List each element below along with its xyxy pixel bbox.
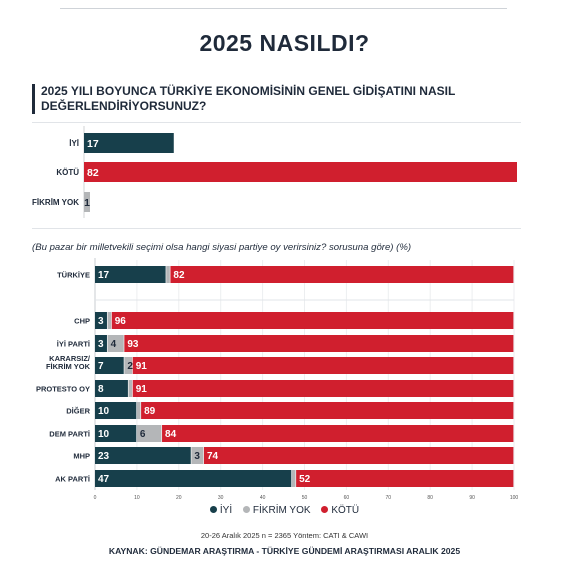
sub-question: (Bu pazar bir milletvekili seçimi olsa h… xyxy=(32,242,412,253)
chart2-x-tick-label: 90 xyxy=(469,495,475,501)
chart2-category-label: MHP xyxy=(73,452,90,461)
chart2-bar-segment xyxy=(95,357,124,374)
legend-label-kotu: KÖTÜ xyxy=(331,505,360,516)
chart2-bar-segment xyxy=(95,447,191,464)
chart2-bar-segment xyxy=(203,447,514,464)
chart2-value-label: 23 xyxy=(98,451,110,462)
chart2-bar-segment xyxy=(132,380,514,397)
chart2-value-label: 3 xyxy=(98,339,104,350)
chart2-bar-segment xyxy=(296,470,514,487)
chart2-category-label: DEM PARTİ xyxy=(49,430,90,439)
chart2-value-label: 6 xyxy=(140,429,146,440)
chart2-x-tick-label: 10 xyxy=(134,495,140,501)
chart2-bar-segment xyxy=(107,335,124,352)
chart2-category-label: PROTESTO OY xyxy=(36,385,90,394)
chart2-value-label: 89 xyxy=(144,406,156,417)
chart2-bar-segment xyxy=(136,402,141,419)
chart1-bar xyxy=(84,133,174,153)
method-note: 20-26 Aralık 2025 n = 2365 Yöntem: CATI … xyxy=(200,531,369,540)
chart2-x-tick-label: 60 xyxy=(344,495,350,501)
chart2-bar-segment xyxy=(136,425,162,442)
chart2-category-label: AK PARTİ xyxy=(55,475,90,484)
chart2-value-label: 4 xyxy=(111,339,117,350)
chart2-bar-segment xyxy=(95,380,128,397)
chart2-value-label: 74 xyxy=(207,451,219,462)
chart2-value-label: 3 xyxy=(98,316,104,327)
chart2-bar-segment xyxy=(124,335,514,352)
chart2-value-label: 52 xyxy=(299,474,311,485)
chart2-bar-segment xyxy=(95,425,137,442)
chart2-bar-segment xyxy=(111,312,514,329)
chart2-value-label: 82 xyxy=(173,270,185,281)
chart2-x-tick-label: 0 xyxy=(94,495,97,501)
chart2-category-label: İYİ PARTİ xyxy=(57,340,90,349)
chart2-bar-segment xyxy=(162,425,514,442)
chart2-bar-segment xyxy=(170,266,514,283)
chart2-bar-segment xyxy=(107,312,112,329)
chart2-bar-segment xyxy=(95,312,107,329)
section-divider-2 xyxy=(32,228,521,229)
chart2-x-tick-label: 20 xyxy=(176,495,182,501)
source-note: KAYNAK: GÜNDEMAR ARAŞTIRMA - TÜRKİYE GÜN… xyxy=(108,546,461,556)
chart2-value-label: 96 xyxy=(115,316,127,327)
chart2-bar-segment xyxy=(132,357,514,374)
chart2-bar-segment xyxy=(95,402,137,419)
chart2-category-label: TÜRKİYE xyxy=(57,271,90,280)
chart2-x-tick-label: 80 xyxy=(427,495,433,501)
chart2-value-label: 8 xyxy=(98,384,104,395)
chart2-bar-segment xyxy=(95,335,107,352)
chart1-value-label: 1 xyxy=(84,197,90,209)
chart2-bar-segment xyxy=(166,266,170,283)
section-divider-1 xyxy=(32,122,521,123)
chart2-value-label: 10 xyxy=(98,406,110,417)
chart2-bar-segment xyxy=(95,470,292,487)
chart2-bar-segment xyxy=(124,357,133,374)
chart2-category-label: KARARSIZ/ xyxy=(49,354,91,363)
page-title: 2025 NASILDI? xyxy=(199,30,370,56)
chart2-value-label: 91 xyxy=(136,361,148,372)
legend-label-fikrim-yok: FİKRİM YOK xyxy=(252,505,311,516)
chart2-x-tick-label: 50 xyxy=(302,495,308,501)
chart1-bar xyxy=(84,192,90,212)
top-divider xyxy=(60,8,507,9)
chart2-bar-segment xyxy=(291,470,296,487)
chart2-category-label: CHP xyxy=(74,317,90,326)
chart2-value-label: 91 xyxy=(136,384,148,395)
chart2-value-label: 10 xyxy=(98,429,110,440)
chart2-value-label: 2 xyxy=(127,361,133,372)
chart1-value-label: 17 xyxy=(87,138,99,150)
legend-swatch-fikrim-yok xyxy=(242,506,250,513)
chart2-bar-segment xyxy=(191,447,204,464)
chart2-bar-segment xyxy=(141,402,514,419)
chart1-category-label: FİKRİM YOK xyxy=(32,198,79,207)
chart2-bar-segment xyxy=(95,266,166,283)
legend-item-iyi: İYİ xyxy=(209,505,233,516)
chart2-bar-segment xyxy=(128,380,133,397)
chart-legend: İYİ FİKRİM YOK KÖTÜ xyxy=(0,505,569,516)
chart2-value-label: 3 xyxy=(194,451,200,462)
chart2-value-label: 7 xyxy=(98,361,104,372)
legend-item-kotu: KÖTÜ xyxy=(321,505,359,516)
chart2-x-tick-label: 100 xyxy=(510,495,519,501)
chart2-value-label: 17 xyxy=(98,270,110,281)
legend-swatch-iyi xyxy=(209,506,217,513)
chart2-category-label: FİKRİM YOK xyxy=(46,362,91,371)
chart2-x-tick-label: 70 xyxy=(386,495,392,501)
legend-swatch-kotu xyxy=(321,506,329,513)
chart1-category-label: İYİ xyxy=(69,139,79,148)
chart2-x-tick-label: 30 xyxy=(218,495,224,501)
chart2-value-label: 93 xyxy=(127,339,139,350)
chart2-x-tick-label: 40 xyxy=(260,495,266,501)
chart1-bar xyxy=(84,162,517,182)
chart1-category-label: KÖTÜ xyxy=(56,168,79,177)
question-heading: 2025 YILI BOYUNCA TÜRKİYE EKONOMİSİNİN G… xyxy=(32,84,531,114)
chart2-value-label: 47 xyxy=(98,474,110,485)
chart2-value-label: 84 xyxy=(165,429,177,440)
chart2-category-label: DİĞER xyxy=(66,407,90,416)
chart1-value-label: 82 xyxy=(87,167,99,179)
legend-item-fikrim-yok: FİKRİM YOK xyxy=(242,505,311,516)
legend-label-iyi: İYİ xyxy=(219,505,233,516)
